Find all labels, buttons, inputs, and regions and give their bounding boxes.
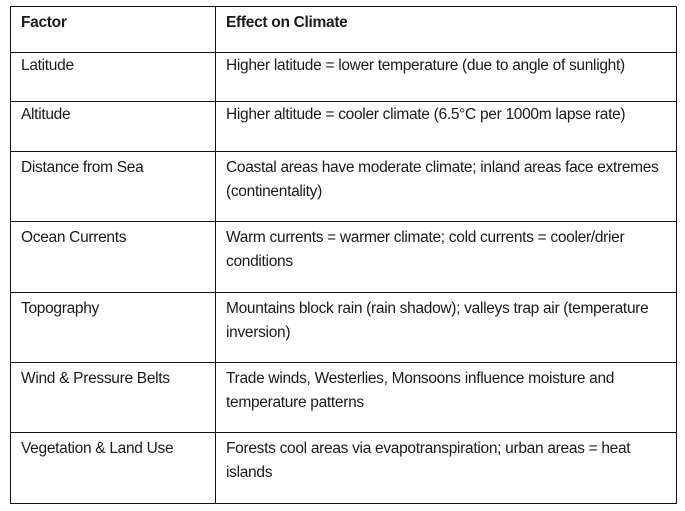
factor-cell: Latitude [10,52,216,102]
effect-cell: Mountains block rain (rain shadow); vall… [215,292,677,363]
header-effect: Effect on Climate [215,6,677,53]
effect-cell: Forests cool areas via evapotranspiratio… [215,432,677,504]
factor-cell: Vegetation & Land Use [10,432,216,504]
effect-cell: Trade winds, Westerlies, Monsoons influe… [215,362,677,433]
factor-cell: Distance from Sea [10,151,216,222]
table-row: Ocean Currents Warm currents = warmer cl… [10,221,677,293]
table-row: Wind & Pressure Belts Trade winds, Weste… [10,362,677,433]
effect-cell: Coastal areas have moderate climate; inl… [215,151,677,222]
factor-cell: Wind & Pressure Belts [10,362,216,433]
factor-cell: Ocean Currents [10,221,216,293]
table-header-row: Factor Effect on Climate [10,6,677,53]
header-factor: Factor [10,6,216,53]
table-row: Topography Mountains block rain (rain sh… [10,292,677,363]
effect-cell: Higher altitude = cooler climate (6.5°C … [215,101,677,152]
effect-cell: Warm currents = warmer climate; cold cur… [215,221,677,293]
effect-cell: Higher latitude = lower temperature (due… [215,52,677,102]
factor-cell: Altitude [10,101,216,152]
table-row: Altitude Higher altitude = cooler climat… [10,101,677,152]
table-row: Vegetation & Land Use Forests cool areas… [10,432,677,504]
factor-cell: Topography [10,292,216,363]
table-row: Distance from Sea Coastal areas have mod… [10,151,677,222]
climate-factors-table: Factor Effect on Climate Latitude Higher… [10,6,677,504]
table-row: Latitude Higher latitude = lower tempera… [10,52,677,102]
